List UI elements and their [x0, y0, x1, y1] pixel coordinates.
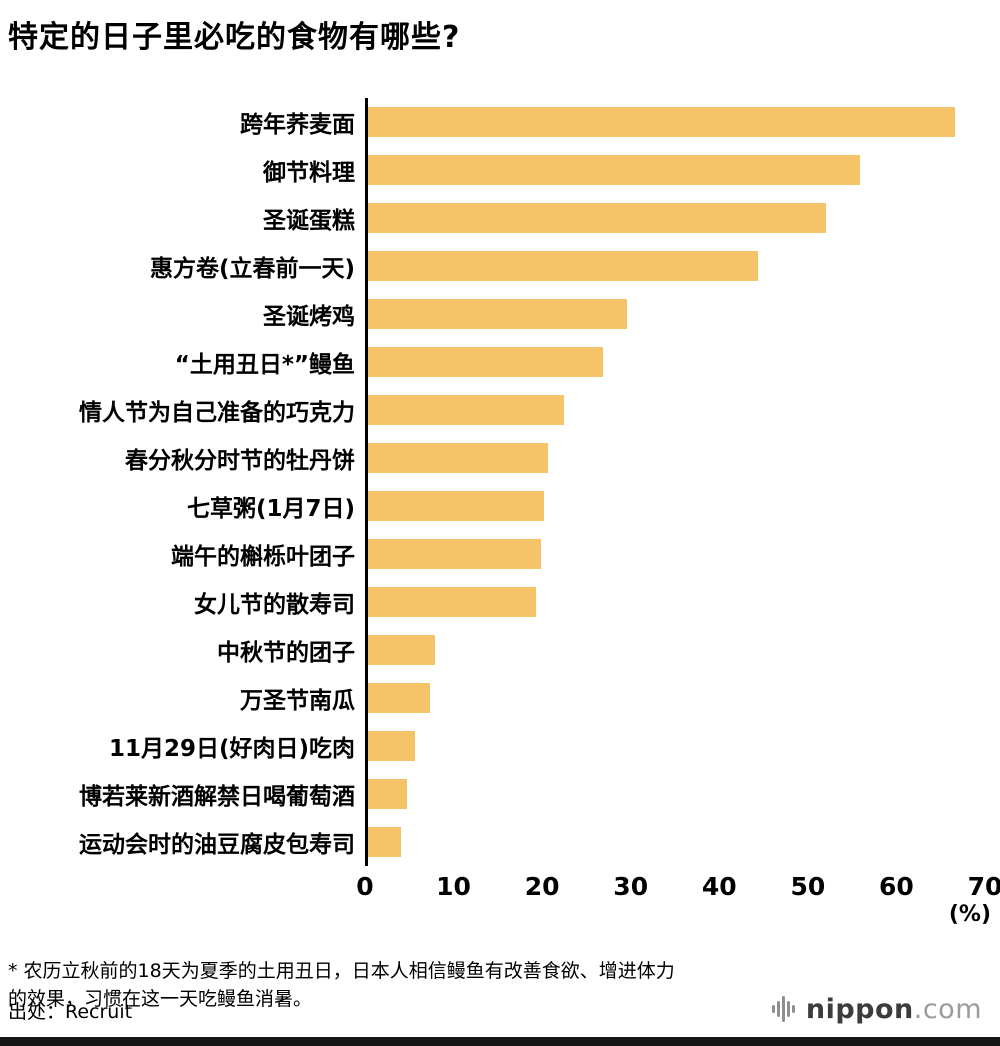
x-axis-ticks: 0 10 20 30 40 50 60 70 [356, 866, 1000, 901]
chart-row: 端午的槲栎叶团子 [0, 530, 1000, 578]
bar [368, 539, 541, 569]
category-label: 博若莱新酒解禁日喝葡萄酒 [79, 784, 355, 810]
bar-track [365, 722, 985, 770]
footnote: * 农历立秋前的18天为夏季的土用丑日，日本人相信鳗鱼有改善食欲、增进体力的效果… [8, 960, 675, 1010]
category-label: 运动会时的油豆腐皮包寿司 [79, 832, 355, 858]
chart-row: 11月29日(好肉日)吃肉 [0, 722, 1000, 770]
source-label: 出处：Recruit [8, 1001, 133, 1023]
category-label: 御节料理 [263, 160, 355, 186]
bar-chart: 跨年荞麦面御节料理圣诞蛋糕惠方卷(立春前一天) 圣诞烤鸡 “土用丑日*”鳗鱼情人节为… [0, 98, 1000, 932]
chart-row: “土用丑日*”鳗鱼 [0, 338, 1000, 386]
bar [368, 779, 407, 809]
bar-track [365, 818, 985, 866]
chart-row: 御节料理 [0, 146, 1000, 194]
bar-track [365, 98, 985, 146]
chart-row: 七草粥(1月7日) [0, 482, 1000, 530]
bar-track [365, 242, 985, 290]
category-label: 惠方卷(立春前一天) [149, 256, 355, 282]
x-axis-tick-label: 30 [613, 872, 649, 901]
x-axis-tick-label: 50 [790, 872, 826, 901]
chart-row: 跨年荞麦面 [0, 98, 1000, 146]
category-label: 圣诞烤鸡 [263, 304, 355, 330]
nippon-logo: nippon.com [771, 992, 982, 1026]
bar [368, 683, 430, 713]
bar [368, 443, 548, 473]
bar-track [365, 626, 985, 674]
chart-rows: 跨年荞麦面御节料理圣诞蛋糕惠方卷(立春前一天) 圣诞烤鸡 “土用丑日*”鳗鱼情人节为… [0, 98, 1000, 866]
logo-text: nippon.com [806, 994, 982, 1025]
bar [368, 299, 628, 329]
x-axis: 0 10 20 30 40 50 60 70 (%) [356, 866, 1000, 932]
category-label: “土用丑日*”鳗鱼 [174, 352, 355, 378]
category-label: 女儿节的散寿司 [194, 592, 355, 618]
bar [368, 395, 564, 425]
bottom-bar [0, 1037, 1000, 1046]
category-label: 圣诞蛋糕 [263, 208, 355, 234]
bar-track [365, 338, 985, 386]
category-label: 七草粥(1月7日) [186, 496, 355, 522]
chart-row: 情人节为自己准备的巧克力 [0, 386, 1000, 434]
x-axis-tick-label: 40 [701, 872, 737, 901]
category-label: 情人节为自己准备的巧克力 [79, 400, 355, 426]
category-label: 中秋节的团子 [217, 640, 355, 666]
category-label: 万圣节南瓜 [240, 688, 355, 714]
bar-track [365, 482, 985, 530]
chart-row: 惠方卷(立春前一天) [0, 242, 1000, 290]
bar [368, 491, 545, 521]
category-label: 春分秋分时节的牡丹饼 [125, 448, 355, 474]
bar [368, 155, 860, 185]
bar [368, 347, 604, 377]
x-axis-unit-label: (%) [948, 902, 991, 927]
logo-suffix: .com [913, 993, 982, 1025]
x-axis-tick-label: 0 [356, 872, 374, 901]
x-axis-tick-label: 60 [879, 872, 914, 901]
bar [368, 635, 435, 665]
chart-row: 运动会时的油豆腐皮包寿司 [0, 818, 1000, 866]
bar-track [365, 146, 985, 194]
bar-track [365, 386, 985, 434]
chart-row: 女儿节的散寿司 [0, 578, 1000, 626]
bar-track [365, 290, 985, 338]
chart-row: 圣诞烤鸡 [0, 290, 1000, 338]
logo-name: nippon [805, 993, 914, 1025]
chart-row: 圣诞蛋糕 [0, 194, 1000, 242]
chart-row: 博若莱新酒解禁日喝葡萄酒 [0, 770, 1000, 818]
bar [368, 251, 758, 281]
bar-track [365, 194, 985, 242]
x-axis-tick-label: 10 [436, 872, 471, 901]
bar-track [365, 770, 985, 818]
bar [368, 587, 537, 617]
category-label: 11月29日(好肉日)吃肉 [108, 736, 355, 762]
category-label: 跨年荞麦面 [240, 112, 355, 138]
x-axis-tick-label: 20 [524, 872, 560, 901]
bar [368, 203, 827, 233]
bar [368, 827, 402, 857]
chart-row: 中秋节的团子 [0, 626, 1000, 674]
bar-track [365, 674, 985, 722]
chart-row: 春分秋分时节的牡丹饼 [0, 434, 1000, 482]
bar [368, 107, 956, 137]
x-axis-tick-label: 70 [967, 872, 1000, 901]
bar-track [365, 434, 985, 482]
chart-title: 特定的日子里必吃的食物有哪些? [8, 20, 461, 55]
bar [368, 731, 415, 761]
category-label: 端午的槲栎叶团子 [171, 544, 355, 570]
bar-track [365, 530, 985, 578]
nippon-logo-icon [771, 996, 795, 1022]
bar-track [365, 578, 985, 626]
chart-row: 万圣节南瓜 [0, 674, 1000, 722]
